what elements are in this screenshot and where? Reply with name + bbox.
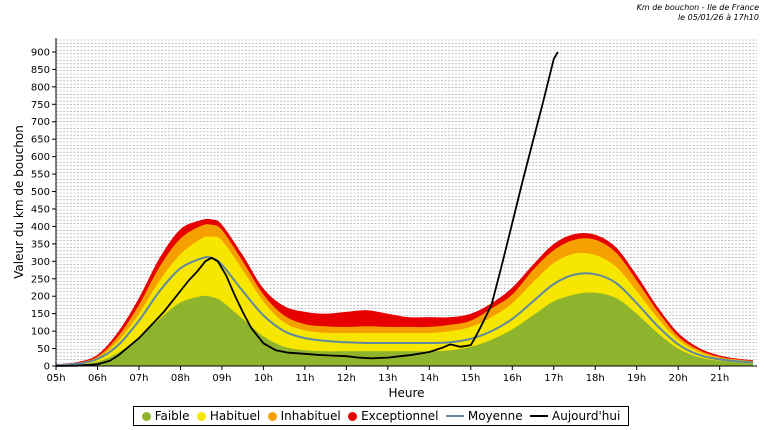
legend-swatch xyxy=(445,415,464,417)
y-tick-label: 500 xyxy=(31,187,50,198)
y-tick-label: 250 xyxy=(31,274,50,285)
legend-label: Habituel xyxy=(209,409,261,423)
chart-legend: Faible Habituel Inhabituel Exceptionnel Moye… xyxy=(133,406,629,426)
x-tick-label: 14h xyxy=(420,373,439,384)
legend-swatch xyxy=(196,411,206,421)
y-tick-label: 350 xyxy=(31,239,50,250)
legend-item: Aujourd'hui xyxy=(530,409,620,423)
x-tick-label: 17h xyxy=(544,373,563,384)
legend-swatch xyxy=(348,411,358,421)
y-tick-label: 850 xyxy=(31,65,50,76)
y-tick-label: 450 xyxy=(31,204,50,215)
y-tick-label: 200 xyxy=(31,292,50,303)
x-tick-label: 09h xyxy=(212,373,231,384)
x-tick-label: 06h xyxy=(88,373,107,384)
x-tick-label: 16h xyxy=(503,373,522,384)
x-tick-label: 11h xyxy=(295,373,314,384)
y-tick-label: 0 xyxy=(44,362,50,373)
x-tick-label: 20h xyxy=(669,373,688,384)
line-aujourdhui xyxy=(55,51,559,367)
y-tick-label: 300 xyxy=(31,257,50,268)
x-tick-label: 07h xyxy=(129,373,148,384)
y-tick-label: 50 xyxy=(37,344,50,355)
y-tick-label: 600 xyxy=(31,152,50,163)
legend-item: Inhabituel xyxy=(267,409,341,423)
legend-label: Aujourd'hui xyxy=(552,409,621,423)
legend-swatch xyxy=(267,411,277,421)
x-tick-label: 21h xyxy=(710,373,729,384)
legend-label: Moyenne xyxy=(467,409,523,423)
y-tick-label: 700 xyxy=(31,117,50,128)
area-faible xyxy=(56,292,753,366)
x-tick-label: 15h xyxy=(461,373,480,384)
x-tick-label: 19h xyxy=(627,373,646,384)
legend-swatch xyxy=(141,411,151,421)
y-tick-label: 750 xyxy=(31,100,50,111)
legend-item: Moyenne xyxy=(445,409,523,423)
y-axis-label: Valeur du km de bouchon xyxy=(12,125,26,279)
x-tick-label: 12h xyxy=(337,373,356,384)
y-tick-label: 400 xyxy=(31,222,50,233)
y-tick-label: 150 xyxy=(31,309,50,320)
line-moyenne xyxy=(55,256,753,367)
y-tick-label: 800 xyxy=(31,82,50,93)
legend-item: Faible xyxy=(141,409,190,423)
chart-header-title: Km de bouchon - Ile de France xyxy=(636,3,759,12)
legend-swatch xyxy=(530,415,549,417)
legend-label: Faible xyxy=(154,409,190,423)
legend-label: Exceptionnel xyxy=(361,409,439,423)
x-tick-label: 10h xyxy=(254,373,273,384)
x-tick-label: 05h xyxy=(46,373,65,384)
x-tick-label: 18h xyxy=(586,373,605,384)
y-tick-label: 900 xyxy=(31,47,50,58)
x-axis-label: Heure xyxy=(388,386,424,400)
legend-item: Habituel xyxy=(196,409,261,423)
legend-item: Exceptionnel xyxy=(348,409,438,423)
x-tick-label: 08h xyxy=(171,373,190,384)
legend-label: Inhabituel xyxy=(280,409,341,423)
chart-header-date: le 05/01/26 à 17h10 xyxy=(677,13,759,22)
y-tick-label: 650 xyxy=(31,135,50,146)
x-tick-label: 13h xyxy=(378,373,397,384)
y-tick-label: 100 xyxy=(31,327,50,338)
y-tick-label: 550 xyxy=(31,170,50,181)
